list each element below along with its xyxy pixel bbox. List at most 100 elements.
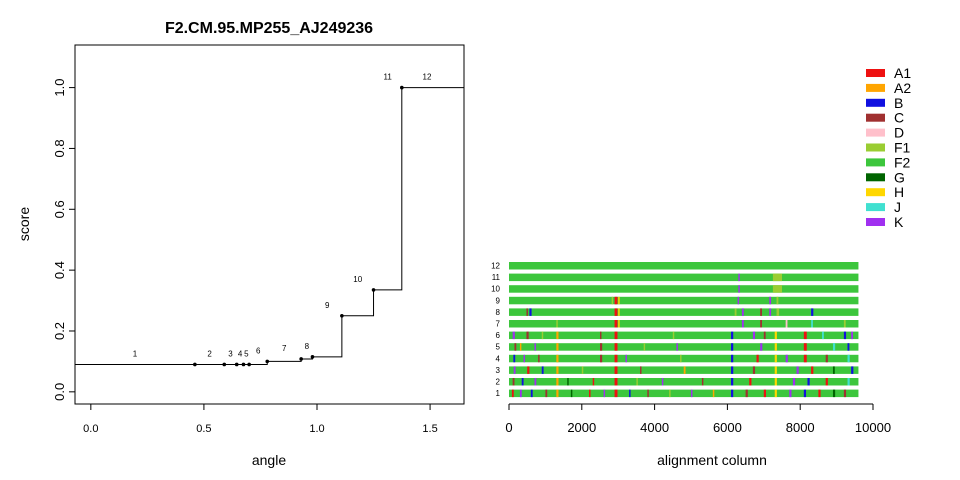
segment — [763, 389, 766, 398]
segment — [680, 354, 682, 363]
segment — [618, 320, 620, 328]
point-label: 8 — [305, 342, 310, 351]
segment — [618, 308, 620, 316]
legend-swatch — [866, 158, 885, 167]
segment — [526, 331, 529, 340]
data-point — [193, 362, 197, 367]
row-label: 2 — [496, 378, 501, 387]
segment — [556, 378, 559, 386]
segment — [629, 389, 631, 398]
data-point — [234, 362, 239, 367]
segment — [611, 296, 614, 305]
segment — [529, 308, 532, 316]
segment — [541, 331, 544, 340]
y-tick-label: 0.2 — [52, 322, 67, 340]
point-label: 5 — [244, 349, 249, 358]
segment — [811, 320, 813, 328]
legend-swatch — [866, 173, 885, 182]
point-label: 12 — [423, 73, 432, 82]
legend-label: A2 — [894, 80, 911, 96]
row-label: 6 — [496, 331, 501, 340]
legend-swatch — [866, 143, 885, 152]
segment — [661, 378, 664, 386]
segment — [803, 343, 807, 351]
segment — [511, 389, 514, 398]
y-tick-label: 0.0 — [52, 383, 67, 401]
segment — [521, 378, 524, 386]
segment — [600, 354, 603, 363]
segment — [843, 320, 846, 328]
mosaic-x-axis-ticks: 0 2000 4000 6000 8000 10000 — [505, 403, 891, 435]
y-axis-label: score — [16, 207, 32, 241]
legend-item: B — [866, 95, 903, 111]
segment — [731, 343, 734, 351]
segment — [752, 331, 756, 340]
y-tick-label: 0.8 — [52, 139, 67, 157]
row-label: 7 — [496, 320, 501, 329]
segment — [614, 343, 618, 351]
row-label: 11 — [492, 273, 501, 282]
segment — [731, 378, 734, 386]
segment — [541, 366, 544, 374]
legend-swatch — [866, 69, 885, 77]
segment — [614, 378, 618, 386]
segment — [581, 366, 584, 374]
segment — [785, 354, 788, 363]
point-label: 4 — [238, 349, 243, 358]
mosaic-row: 6 — [496, 331, 859, 340]
row-label: 12 — [491, 262, 500, 271]
segment — [519, 343, 522, 351]
x-axis-ticks: 0.0 0.5 1.0 1.5 — [83, 404, 438, 435]
mosaic-row: 11 — [492, 273, 859, 282]
segment — [843, 331, 847, 340]
segment — [776, 296, 779, 305]
segment — [752, 366, 756, 374]
mosaic-row: 3 — [496, 366, 859, 375]
segment — [701, 378, 704, 386]
segment — [614, 366, 618, 374]
mosaic-row: 7 — [496, 320, 859, 329]
legend-label: H — [894, 184, 904, 200]
segment — [523, 354, 526, 363]
plot-frame — [74, 44, 465, 405]
legend-item: A2 — [866, 80, 911, 96]
row-label: 3 — [496, 366, 501, 375]
segment — [851, 331, 853, 340]
segment — [614, 389, 618, 398]
segment — [769, 296, 772, 305]
segment — [731, 389, 734, 398]
segment — [614, 308, 618, 316]
row-background — [509, 331, 859, 340]
segment — [822, 331, 824, 340]
segment — [556, 389, 559, 398]
segment — [749, 378, 752, 386]
segment — [600, 343, 603, 351]
point-label: 6 — [256, 346, 261, 355]
segment — [592, 378, 595, 386]
segment — [772, 285, 782, 293]
legend-item: D — [866, 125, 904, 141]
segment — [614, 296, 618, 305]
data-point — [247, 362, 251, 367]
segment — [774, 343, 777, 351]
mosaic-row: 8 — [496, 308, 859, 317]
segment — [618, 296, 620, 305]
legend-swatch — [866, 203, 885, 212]
segment — [832, 389, 836, 398]
segment — [600, 331, 602, 340]
segment — [774, 331, 777, 340]
segment — [567, 378, 569, 386]
segment — [847, 343, 850, 351]
segment — [760, 343, 763, 351]
chart-title: F2.CM.95.MP255_AJ249236 — [165, 20, 373, 37]
x-tick-label: 0.5 — [196, 423, 211, 435]
segment — [738, 285, 740, 293]
legend-item: H — [866, 184, 904, 200]
legend-item: F2 — [866, 154, 911, 170]
segment — [647, 389, 649, 398]
point-label: 11 — [384, 73, 393, 82]
segment — [843, 389, 847, 398]
segment — [731, 331, 734, 340]
